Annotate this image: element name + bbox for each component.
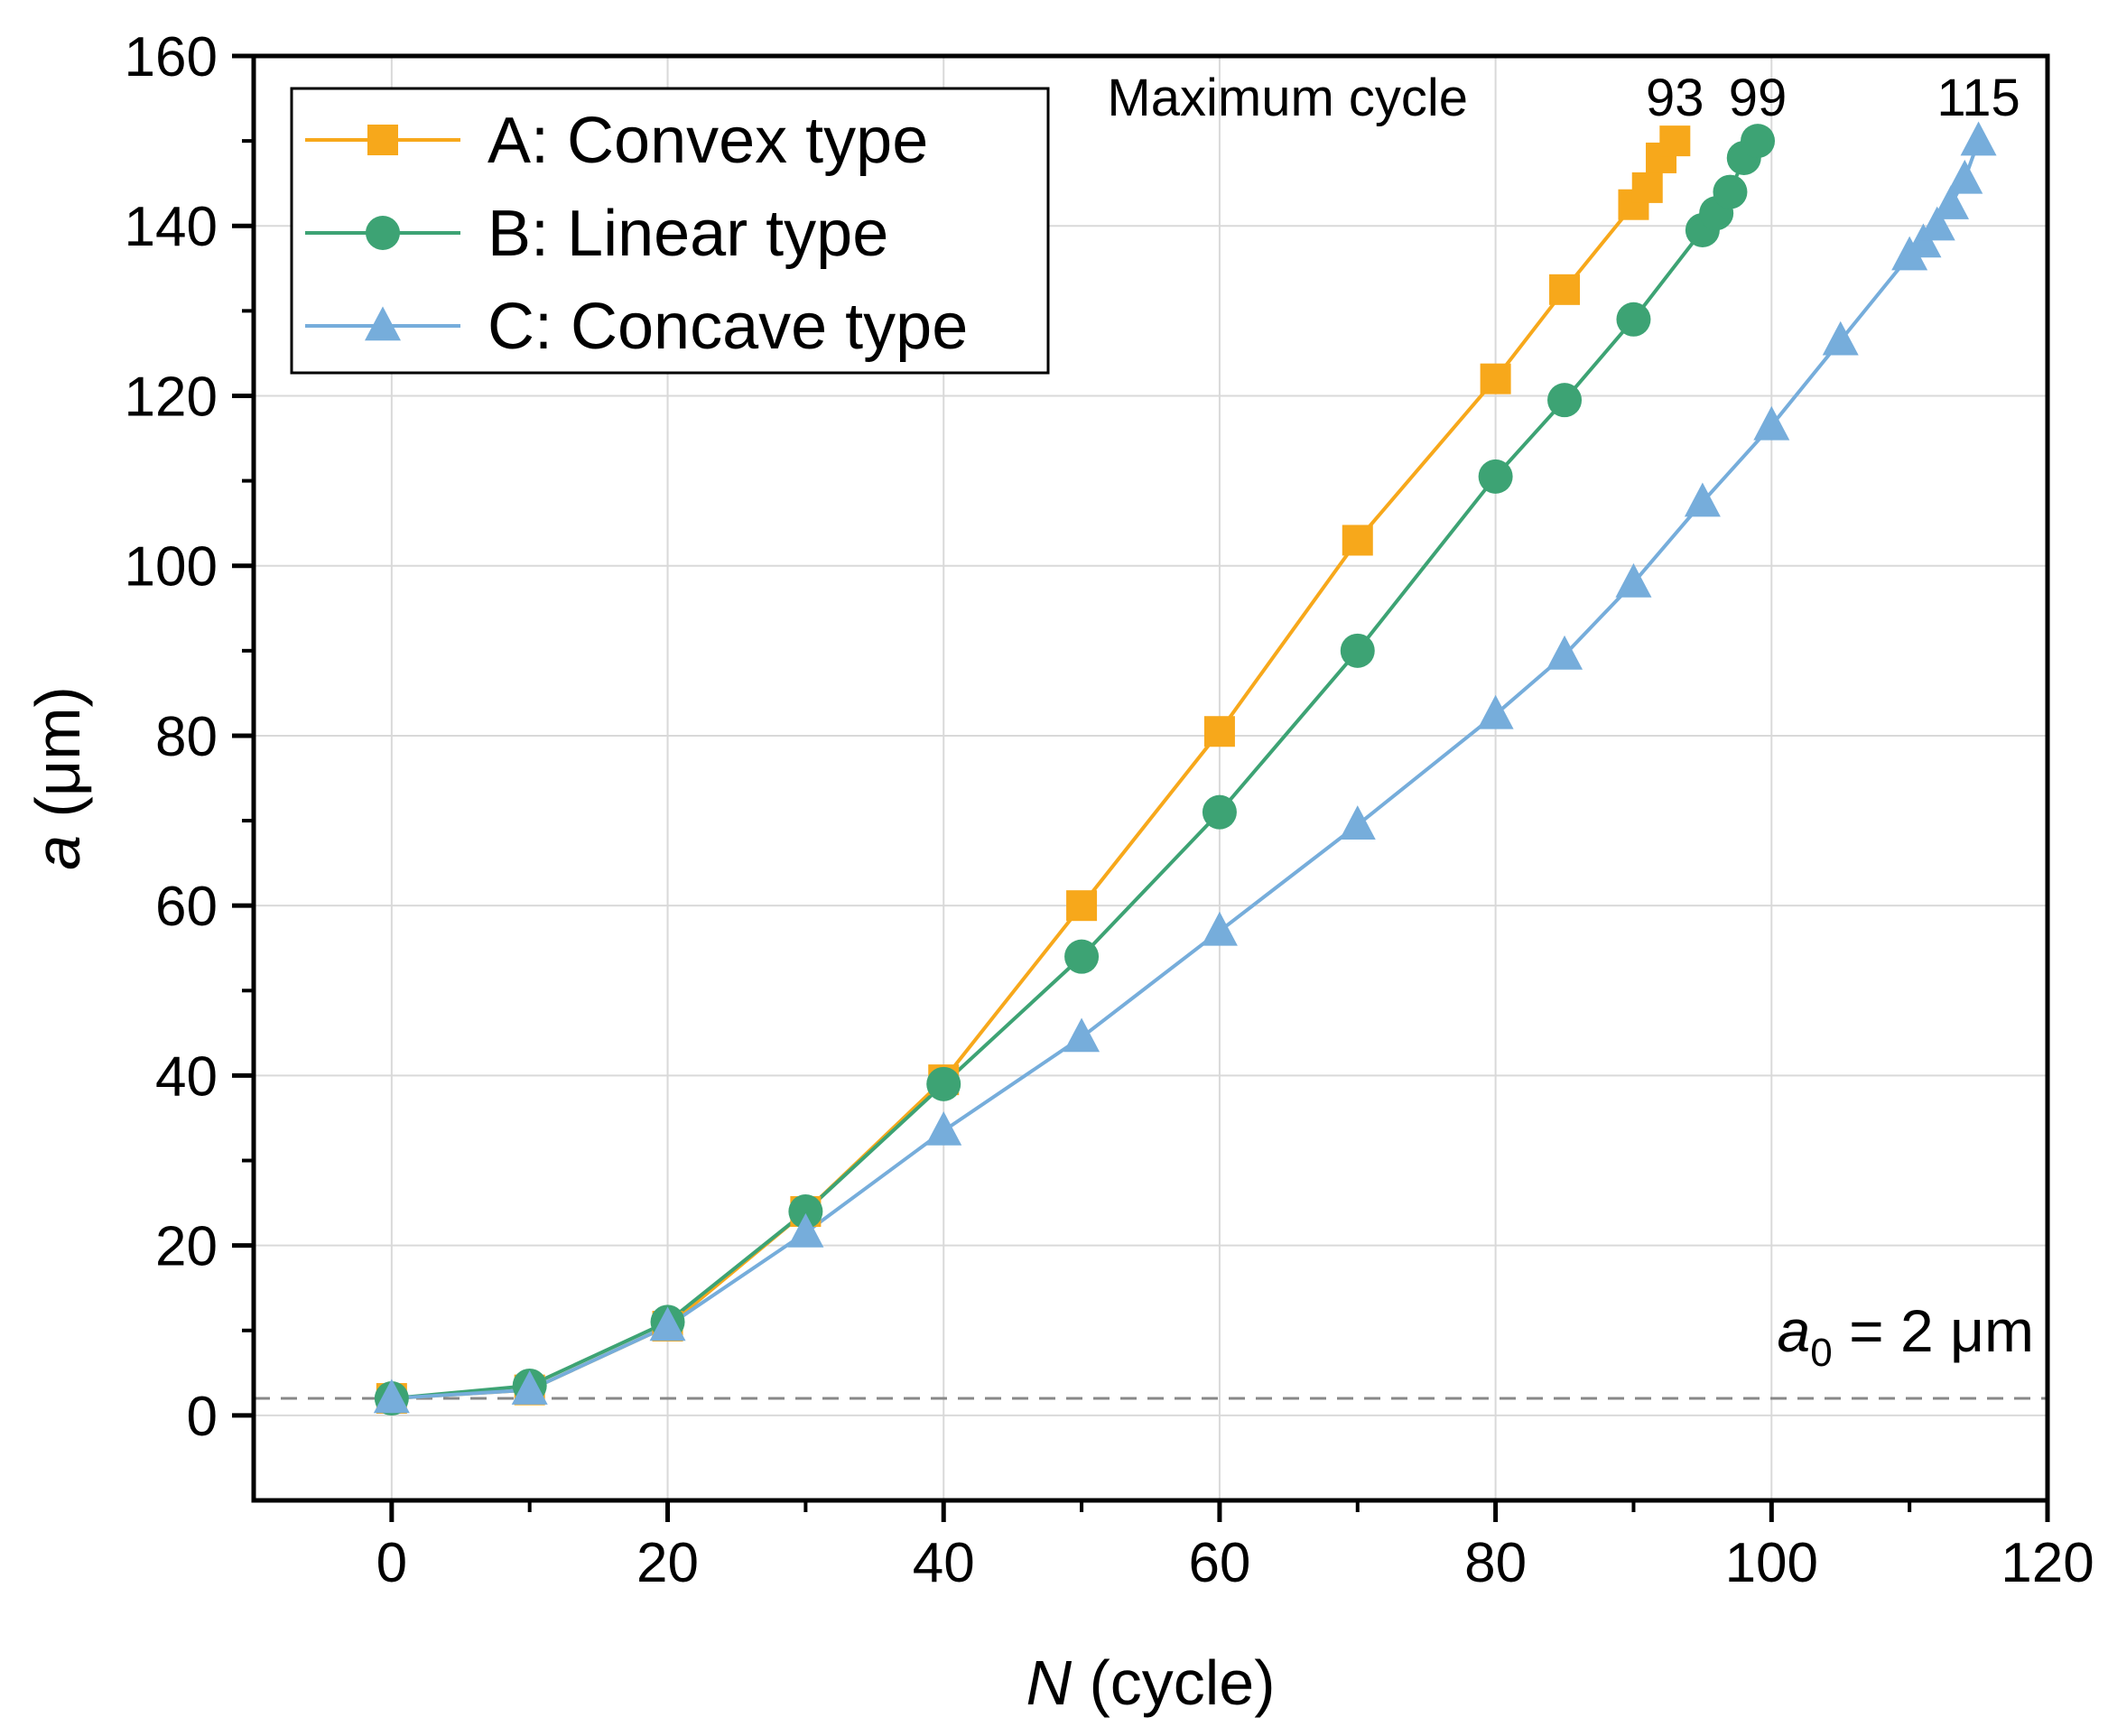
x-tick-label-20: 20: [636, 1532, 699, 1594]
series-0-point-5: [1066, 890, 1098, 922]
series-0-point-13: [1659, 125, 1691, 157]
a0-rest: = 2 μm: [1833, 1297, 2034, 1364]
series-2-point-17: [1933, 185, 1970, 219]
y-tick-label-60: 60: [155, 876, 218, 938]
y-tick-label-80: 80: [155, 706, 218, 768]
x-axis-unit: (cycle): [1072, 1648, 1276, 1718]
x-tick-label-0: 0: [376, 1532, 407, 1594]
legend-label-1: B: Linear type: [488, 198, 888, 270]
legend: A: Convex type B: Linear type C: Concave t…: [290, 87, 1050, 375]
series-1-point-6: [1202, 794, 1237, 830]
series-2-point-9: [1546, 635, 1583, 670]
y-axis-unit: (μm): [23, 686, 93, 835]
series-2-point-4: [925, 1110, 962, 1146]
series-2-point-11: [1684, 482, 1721, 517]
series-0-point-7: [1342, 525, 1373, 556]
legend-label-0: A: Convex type: [488, 105, 928, 177]
tick-labels: 0 20 40 60 80 100 120 0 20 40 60 80 100 120 140 160: [125, 26, 2094, 1594]
max-cycle-value-c: 115: [1936, 69, 2020, 127]
legend-marker-1: [366, 216, 400, 250]
series-2-point-8: [1477, 694, 1514, 729]
series-0-point-8: [1480, 363, 1511, 395]
grid-lines: [254, 56, 2048, 1500]
series-0-point-6: [1203, 716, 1235, 747]
y-axis-var: a: [23, 835, 93, 870]
series-2-point-19: [1960, 121, 1997, 156]
series-1-point-5: [1064, 939, 1100, 974]
series-2-point-10: [1615, 562, 1652, 598]
series-1-point-7: [1340, 633, 1375, 668]
series-2-point-3: [787, 1212, 824, 1248]
series-2-point-0: [373, 1379, 410, 1414]
series-1-point-8: [1478, 459, 1513, 494]
max-cycle-value-a: 93: [1646, 69, 1704, 127]
series-1-point-3: [788, 1194, 823, 1229]
x-tick-label-120: 120: [2001, 1532, 2094, 1594]
a0-var: a: [1778, 1297, 1811, 1364]
series-markers: [373, 121, 1997, 1416]
y-tick-label-20: 20: [155, 1216, 218, 1278]
series-2-point-2: [649, 1306, 686, 1341]
y-tick-label-160: 160: [125, 26, 218, 88]
plot-frame: [251, 53, 2050, 1503]
series-2-point-1: [511, 1370, 548, 1405]
series-1-point-10: [1616, 302, 1651, 337]
a0-annotation: a0 = 2 μm: [1778, 1297, 2034, 1375]
series-2-point-6: [1201, 911, 1238, 946]
series-2-point-7: [1339, 805, 1376, 840]
max-cycle-label: Maximum cycle: [1107, 69, 1468, 127]
series-1-point-13: [1713, 174, 1748, 209]
series-2-point-18: [1946, 159, 1983, 194]
y-tick-label-40: 40: [155, 1045, 218, 1108]
series-0-point-11: [1631, 172, 1663, 203]
x-axis-var: N: [1026, 1648, 1072, 1718]
y-tick-label-120: 120: [125, 366, 218, 428]
x-tick-label-40: 40: [913, 1532, 975, 1594]
legend-marker-2: [365, 306, 401, 341]
series-0-point-9: [1549, 274, 1581, 305]
series-2-point-13: [1822, 320, 1859, 356]
legend-label-2: C: Concave type: [488, 291, 968, 363]
annotations: Maximum cycle 93 99 115 a0 = 2 μm: [1107, 69, 2034, 1375]
series-2-point-12: [1753, 405, 1790, 441]
axis-ticks: [232, 53, 2050, 1522]
y-tick-label-100: 100: [125, 536, 218, 599]
series-1-point-15: [1741, 124, 1776, 159]
y-axis-title: a (μm): [23, 686, 93, 870]
series-2-point-5: [1063, 1017, 1100, 1053]
max-cycle-value-b: 99: [1729, 69, 1788, 127]
x-tick-label-60: 60: [1188, 1532, 1250, 1594]
series-1-point-9: [1547, 383, 1583, 418]
y-tick-label-0: 0: [187, 1386, 218, 1448]
x-tick-label-100: 100: [1725, 1532, 1818, 1594]
a0-subscript: 0: [1810, 1331, 1832, 1375]
y-tick-label-140: 140: [125, 196, 218, 258]
legend-marker-0: [367, 125, 398, 155]
series-2-point-16: [1918, 206, 1955, 241]
x-axis-title: N (cycle): [1026, 1648, 1275, 1718]
x-tick-label-80: 80: [1464, 1532, 1527, 1594]
series-1-point-4: [926, 1066, 961, 1101]
